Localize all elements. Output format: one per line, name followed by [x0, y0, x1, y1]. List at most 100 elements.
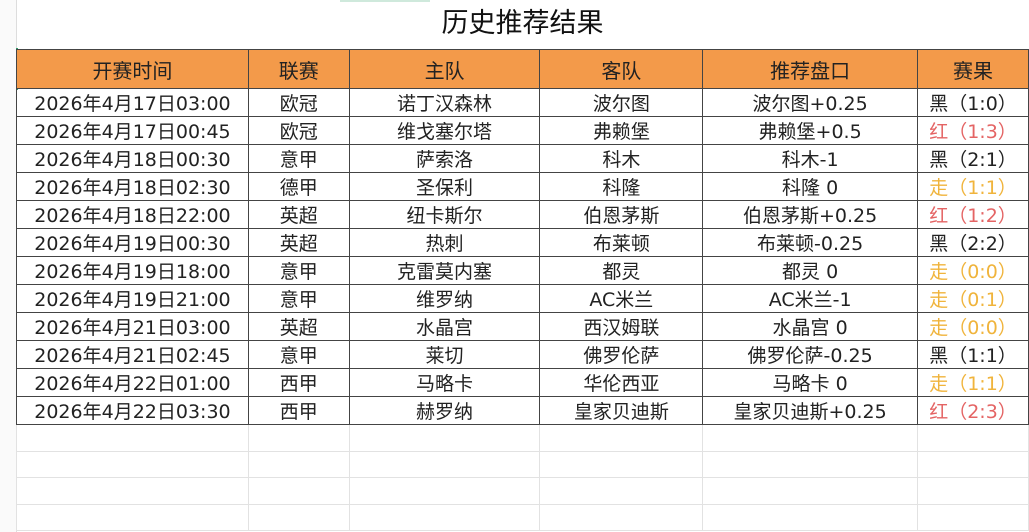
- cell-away[interactable]: 皇家贝迪斯: [539, 396, 704, 425]
- cell-result[interactable]: 黑（1:0）: [917, 88, 1029, 117]
- empty-cell[interactable]: [702, 424, 919, 452]
- col-header-league[interactable]: 联赛: [247, 49, 350, 89]
- cell-home[interactable]: 马略卡: [348, 368, 541, 397]
- cell-pick[interactable]: 科隆 0: [702, 172, 919, 201]
- col-header-time[interactable]: 开赛时间: [16, 49, 249, 89]
- cell-result[interactable]: 走（0:1）: [917, 284, 1029, 313]
- cell-result[interactable]: 黑（2:2）: [917, 228, 1029, 257]
- cell-pick[interactable]: AC米兰-1: [702, 284, 919, 313]
- cell-result[interactable]: 走（0:0）: [917, 312, 1029, 341]
- cell-pick[interactable]: 布莱顿-0.25: [702, 228, 919, 257]
- empty-cell[interactable]: [348, 450, 541, 478]
- cell-pick[interactable]: 波尔图+0.25: [702, 88, 919, 117]
- cell-result[interactable]: 红（1:2）: [917, 200, 1029, 229]
- cell-result[interactable]: 红（1:3）: [917, 116, 1029, 145]
- cell-away[interactable]: 佛罗伦萨: [539, 340, 704, 369]
- cell-result[interactable]: 黑（1:1）: [917, 340, 1029, 369]
- cell-away[interactable]: 都灵: [539, 256, 704, 285]
- cell-time[interactable]: 2026年4月19日18:00: [16, 256, 249, 285]
- cell-pick[interactable]: 科木-1: [702, 144, 919, 173]
- cell-pick[interactable]: 水晶宫 0: [702, 312, 919, 341]
- empty-cell[interactable]: [247, 450, 350, 478]
- empty-cell[interactable]: [348, 424, 541, 452]
- cell-time[interactable]: 2026年4月21日02:45: [16, 340, 249, 369]
- cell-time[interactable]: 2026年4月21日03:00: [16, 312, 249, 341]
- sheet-title[interactable]: 历史推荐结果: [441, 8, 604, 39]
- empty-cell[interactable]: [917, 477, 1029, 505]
- cell-league[interactable]: 欧冠: [247, 116, 350, 145]
- cell-home[interactable]: 萨索洛: [348, 144, 541, 173]
- cell-away[interactable]: 科隆: [539, 172, 704, 201]
- cell-pick[interactable]: 佛罗伦萨-0.25: [702, 340, 919, 369]
- empty-cell[interactable]: [539, 424, 704, 452]
- cell-away[interactable]: 弗赖堡: [539, 116, 704, 145]
- cell-time[interactable]: 2026年4月22日01:00: [16, 368, 249, 397]
- row-header-column[interactable]: [0, 0, 18, 532]
- cell-time[interactable]: 2026年4月19日21:00: [16, 284, 249, 313]
- cell-result[interactable]: 走（1:1）: [917, 368, 1029, 397]
- empty-cell[interactable]: [539, 450, 704, 478]
- cell-away[interactable]: AC米兰: [539, 284, 704, 313]
- cell-result[interactable]: 黑（2:1）: [917, 144, 1029, 173]
- empty-cell[interactable]: [16, 477, 249, 505]
- cell-league[interactable]: 英超: [247, 200, 350, 229]
- cell-pick[interactable]: 都灵 0: [702, 256, 919, 285]
- cell-away[interactable]: 波尔图: [539, 88, 704, 117]
- cell-league[interactable]: 欧冠: [247, 88, 350, 117]
- empty-cell[interactable]: [16, 503, 249, 531]
- cell-home[interactable]: 莱切: [348, 340, 541, 369]
- cell-home[interactable]: 维罗纳: [348, 284, 541, 313]
- cell-time[interactable]: 2026年4月17日00:45: [16, 116, 249, 145]
- cell-home[interactable]: 热刺: [348, 228, 541, 257]
- cell-time[interactable]: 2026年4月18日22:00: [16, 200, 249, 229]
- cell-pick[interactable]: 皇家贝迪斯+0.25: [702, 396, 919, 425]
- cell-time[interactable]: 2026年4月18日00:30: [16, 144, 249, 173]
- cell-away[interactable]: 西汉姆联: [539, 312, 704, 341]
- cell-home[interactable]: 水晶宫: [348, 312, 541, 341]
- cell-league[interactable]: 英超: [247, 312, 350, 341]
- empty-cell[interactable]: [917, 424, 1029, 452]
- col-header-home[interactable]: 主队: [348, 49, 541, 89]
- col-header-pick[interactable]: 推荐盘口: [702, 49, 919, 89]
- cell-league[interactable]: 西甲: [247, 368, 350, 397]
- empty-cell[interactable]: [16, 450, 249, 478]
- cell-home[interactable]: 克雷莫内塞: [348, 256, 541, 285]
- cell-home[interactable]: 诺丁汉森林: [348, 88, 541, 117]
- cell-time[interactable]: 2026年4月19日00:30: [16, 228, 249, 257]
- empty-cell[interactable]: [539, 477, 704, 505]
- col-header-result[interactable]: 赛果: [917, 49, 1029, 89]
- empty-cell[interactable]: [702, 450, 919, 478]
- empty-cell[interactable]: [348, 503, 541, 531]
- cell-time[interactable]: 2026年4月17日03:00: [16, 88, 249, 117]
- cell-pick[interactable]: 伯恩茅斯+0.25: [702, 200, 919, 229]
- cell-result[interactable]: 走（1:1）: [917, 172, 1029, 201]
- cell-league[interactable]: 英超: [247, 228, 350, 257]
- empty-cell[interactable]: [702, 477, 919, 505]
- cell-league[interactable]: 意甲: [247, 256, 350, 285]
- cell-league[interactable]: 德甲: [247, 172, 350, 201]
- empty-cell[interactable]: [539, 503, 704, 531]
- cell-league[interactable]: 意甲: [247, 340, 350, 369]
- cell-away[interactable]: 布莱顿: [539, 228, 704, 257]
- empty-cell[interactable]: [247, 424, 350, 452]
- cell-time[interactable]: 2026年4月18日02:30: [16, 172, 249, 201]
- empty-cell[interactable]: [348, 477, 541, 505]
- cell-away[interactable]: 伯恩茅斯: [539, 200, 704, 229]
- cell-time[interactable]: 2026年4月22日03:30: [16, 396, 249, 425]
- cell-pick[interactable]: 弗赖堡+0.5: [702, 116, 919, 145]
- col-header-away[interactable]: 客队: [539, 49, 704, 89]
- cell-away[interactable]: 华伦西亚: [539, 368, 704, 397]
- cell-league[interactable]: 意甲: [247, 144, 350, 173]
- empty-cell[interactable]: [917, 450, 1029, 478]
- cell-away[interactable]: 科木: [539, 144, 704, 173]
- cell-home[interactable]: 纽卡斯尔: [348, 200, 541, 229]
- empty-cell[interactable]: [247, 477, 350, 505]
- empty-cell[interactable]: [702, 503, 919, 531]
- empty-cell[interactable]: [247, 503, 350, 531]
- cell-home[interactable]: 赫罗纳: [348, 396, 541, 425]
- cell-result[interactable]: 红（2:3）: [917, 396, 1029, 425]
- cell-result[interactable]: 走（0:0）: [917, 256, 1029, 285]
- empty-cell[interactable]: [917, 503, 1029, 531]
- empty-cell[interactable]: [16, 424, 249, 452]
- cell-league[interactable]: 西甲: [247, 396, 350, 425]
